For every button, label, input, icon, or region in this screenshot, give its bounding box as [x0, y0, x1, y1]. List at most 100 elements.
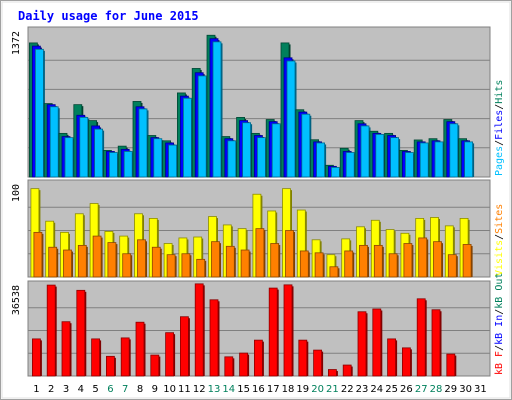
legend-separator: /: [494, 140, 505, 146]
bar-pages-day-20: [316, 142, 326, 178]
day-label-4: 4: [78, 384, 84, 395]
day-label-20: 20: [311, 384, 324, 395]
bar-sites-day-4: [77, 244, 87, 278]
bar-kb-f-day-26: [401, 347, 411, 377]
bar-pages-day-14: [227, 140, 237, 178]
day-label-5: 5: [92, 384, 98, 395]
bar-sites-day-17: [270, 243, 280, 278]
bar-kb-f-day-10: [165, 332, 175, 377]
day-label-31: 31: [474, 384, 487, 395]
bar-sites-day-15: [240, 249, 250, 278]
bar-sites-day-19: [299, 250, 309, 278]
day-label-1: 1: [33, 384, 39, 395]
bar-kb-f-day-29: [446, 353, 456, 377]
bar-pages-day-1: [35, 48, 44, 178]
bar-sites-day-27: [418, 237, 428, 278]
bar-pages-day-23: [360, 125, 370, 178]
panel-middle: 100: [11, 179, 491, 278]
bar-sites-day-8: [137, 239, 146, 278]
bar-sites-day-11: [181, 253, 191, 278]
legend-separator: /: [494, 104, 505, 110]
bar-kb-f-day-9: [150, 354, 160, 377]
legend-bottom: kB F/kB In/kB Out: [494, 273, 505, 375]
bar-pages-day-24: [375, 134, 385, 178]
bar-kb-f-day-16: [253, 339, 263, 377]
bar-kb-f-day-5: [91, 338, 100, 377]
bar-pages-day-18: [286, 60, 296, 178]
legend-top: Pages/Files/Hits: [494, 80, 505, 176]
bar-kb-f-day-19: [298, 339, 308, 377]
bar-sites-day-1: [33, 231, 43, 278]
legend-kb-f: kB F: [494, 351, 505, 375]
bar-kb-f-day-25: [387, 338, 397, 377]
bar-sites-day-3: [63, 249, 72, 278]
bar-kb-f-day-2: [46, 284, 56, 377]
bar-kb-f-day-13: [209, 299, 219, 377]
bar-sites-day-12: [196, 258, 206, 278]
bar-pages-day-26: [404, 152, 414, 178]
day-label-28: 28: [430, 384, 443, 395]
day-label-14: 14: [222, 384, 235, 395]
day-label-22: 22: [341, 384, 354, 395]
bar-kb-f-day-23: [357, 311, 367, 377]
bar-pages-day-4: [79, 117, 89, 178]
bar-pages-day-16: [256, 137, 266, 178]
bar-pages-day-28: [434, 141, 444, 178]
bar-sites-day-5: [92, 235, 102, 278]
day-label-18: 18: [282, 384, 295, 395]
bar-kb-f-day-20: [313, 349, 323, 377]
day-label-25: 25: [385, 384, 398, 395]
day-label-7: 7: [122, 384, 128, 395]
bar-sites-day-14: [225, 245, 235, 278]
day-label-13: 13: [208, 384, 221, 395]
legend-separator: /: [494, 309, 505, 315]
day-label-9: 9: [152, 384, 158, 395]
bar-sites-day-10: [166, 254, 176, 278]
bar-pages-day-11: [182, 97, 192, 178]
bar-pages-day-13: [212, 41, 222, 178]
bar-kb-f-day-27: [416, 298, 426, 377]
legend-sites: Sites: [494, 204, 505, 234]
y-max-label: 100: [11, 184, 22, 202]
legend-pages: Pages: [494, 146, 505, 176]
bar-pages-day-21: [330, 167, 340, 178]
bar-pages-day-30: [464, 141, 474, 178]
legend-files: Files: [494, 110, 505, 140]
bar-sites-day-7: [122, 253, 132, 278]
legend-visits: Visits: [494, 240, 505, 276]
day-label-29: 29: [444, 384, 457, 395]
bar-kb-f-day-15: [239, 352, 249, 377]
bar-sites-day-28: [433, 241, 442, 278]
chart-title: Daily usage for June 2015: [18, 9, 199, 23]
bar-kb-f-day-6: [106, 355, 115, 377]
legend-kb-in: kB In: [494, 315, 505, 345]
bar-sites-day-25: [388, 253, 398, 278]
day-label-26: 26: [400, 384, 413, 395]
legend-kb-out: kB Out: [494, 273, 505, 309]
day-label-2: 2: [48, 384, 54, 395]
bar-pages-day-8: [138, 108, 148, 178]
bar-kb-f-day-14: [224, 356, 234, 377]
y-max-label: 36538: [11, 285, 22, 315]
day-label-16: 16: [252, 384, 265, 395]
day-label-21: 21: [326, 384, 339, 395]
bar-kb-f-day-4: [76, 289, 86, 377]
bar-sites-day-24: [373, 244, 383, 278]
legend-separator: /: [494, 345, 505, 351]
bar-sites-day-2: [48, 246, 58, 278]
day-label-15: 15: [237, 384, 250, 395]
bar-pages-day-17: [271, 123, 281, 178]
day-label-24: 24: [370, 384, 383, 395]
bar-pages-day-6: [109, 152, 118, 178]
day-label-27: 27: [415, 384, 428, 395]
day-label-17: 17: [267, 384, 280, 395]
day-label-23: 23: [356, 384, 369, 395]
chart-panels: 1372 100 36538: [11, 26, 491, 377]
bar-kb-f-day-22: [342, 364, 352, 377]
bar-kb-f-day-28: [431, 309, 441, 377]
bar-pages-day-2: [49, 106, 59, 178]
bar-kb-f-day-24: [372, 308, 382, 377]
